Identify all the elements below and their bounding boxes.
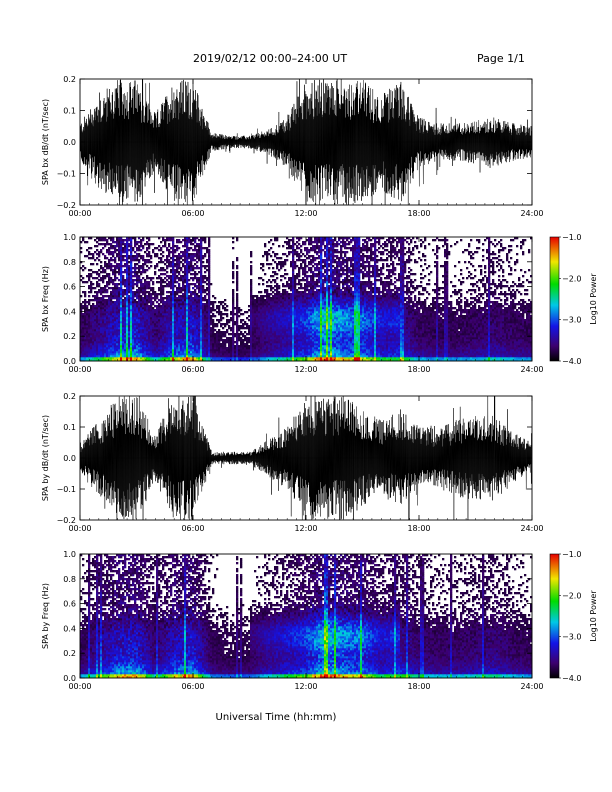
x-tick-label: 24:00 [520, 209, 543, 218]
x-tick-label: 12:00 [294, 524, 317, 533]
y-tick-label: −0.2 [57, 516, 76, 525]
y-tick-label: 0.8 [63, 575, 76, 584]
x-tick-label: 00:00 [68, 682, 91, 691]
x-axis-label: Universal Time (hh:mm) [216, 712, 337, 723]
colorbar-tick-label: −3.0 [562, 316, 581, 325]
x-tick-label: 18:00 [407, 209, 430, 218]
colorbar-tick-label: −2.0 [562, 274, 581, 283]
y-axis-label: SPA by Freq (Hz) [41, 583, 50, 649]
y-tick-label: 0.1 [63, 423, 76, 432]
x-tick-label: 18:00 [407, 682, 430, 691]
y-tick-label: −0.2 [57, 201, 76, 210]
x-tick-label: 12:00 [294, 209, 317, 218]
spectrogram-cells [80, 237, 533, 362]
y-axis-label: SPA bx dB/dt (nT/sec) [41, 99, 50, 185]
x-tick-label: 24:00 [520, 365, 543, 374]
y-tick-label: 0.6 [63, 283, 76, 292]
y-axis-label: SPA by dB/dt (nT/sec) [41, 415, 50, 501]
x-tick-label: 12:00 [294, 365, 317, 374]
waveform-series [80, 79, 532, 205]
x-tick-label: 00:00 [68, 365, 91, 374]
x-tick-label: 18:00 [407, 365, 430, 374]
x-tick-label: 24:00 [520, 682, 543, 691]
panel-1: 00:00 06:00 12:00 18:00 24:00 −0.2 −0.1 0.0 0.1 0… [41, 75, 544, 218]
y-tick-label: 0.4 [63, 624, 76, 633]
panel-2: −1.0 −2.0 −3.0 −4.0 Log10 Power 00:00 06:00 12:… [41, 233, 598, 374]
x-tick-label: 06:00 [181, 209, 204, 218]
colorbar-label: Log10 Power [589, 590, 598, 642]
x-tick-label: 18:00 [407, 524, 430, 533]
panel-4: −1.0 −2.0 −3.0 −4.0 Log10 Power 00:00 06:00 12:… [41, 550, 598, 691]
colorbar-tick-label: −4.0 [562, 674, 581, 683]
y-tick-label: 0.2 [63, 649, 76, 658]
y-tick-label: 0.2 [63, 392, 76, 401]
y-axis-label: SPA bx Freq (Hz) [41, 266, 50, 332]
colorbar-tick-label: −2.0 [562, 591, 581, 600]
y-tick-label: 0.2 [63, 332, 76, 341]
y-tick-label: 0.0 [63, 674, 76, 683]
panel-3: 00:00 06:00 12:00 18:00 24:00 −0.2 −0.1 0.0 0.1 0… [41, 392, 544, 533]
x-tick-label: 12:00 [294, 682, 317, 691]
y-tick-label: 0.0 [63, 138, 76, 147]
y-tick-label: 0.2 [63, 75, 76, 84]
x-tick-label: 06:00 [181, 524, 204, 533]
chart-title: 2019/02/12 00:00–24:00 UT [193, 52, 347, 65]
page-number: Page 1/1 [477, 52, 525, 65]
y-tick-label: 0.6 [63, 600, 76, 609]
colorbar-tick-label: −3.0 [562, 633, 581, 642]
colorbar [549, 236, 560, 362]
y-tick-label: 0.8 [63, 258, 76, 267]
y-tick-label: 1.0 [63, 233, 76, 242]
colorbar [549, 553, 560, 679]
x-tick-label: 24:00 [520, 524, 543, 533]
colorbar-tick-label: −1.0 [562, 550, 581, 559]
y-tick-label: −0.1 [57, 170, 76, 179]
spectrogram-cells [80, 554, 533, 679]
waveform-series [80, 396, 532, 520]
colorbar-label: Log10 Power [589, 273, 598, 325]
y-tick-label: 0.4 [63, 307, 76, 316]
x-tick-label: 00:00 [68, 209, 91, 218]
y-tick-label: 0.1 [63, 107, 76, 116]
y-tick-label: −0.1 [57, 485, 76, 494]
colorbar-tick-label: −4.0 [562, 357, 581, 366]
y-tick-label: 0.0 [63, 454, 76, 463]
x-tick-label: 06:00 [181, 365, 204, 374]
x-tick-label: 00:00 [68, 524, 91, 533]
colorbar-tick-label: −1.0 [562, 233, 581, 242]
y-tick-label: 0.0 [63, 357, 76, 366]
x-tick-label: 06:00 [181, 682, 204, 691]
y-tick-label: 1.0 [63, 550, 76, 559]
